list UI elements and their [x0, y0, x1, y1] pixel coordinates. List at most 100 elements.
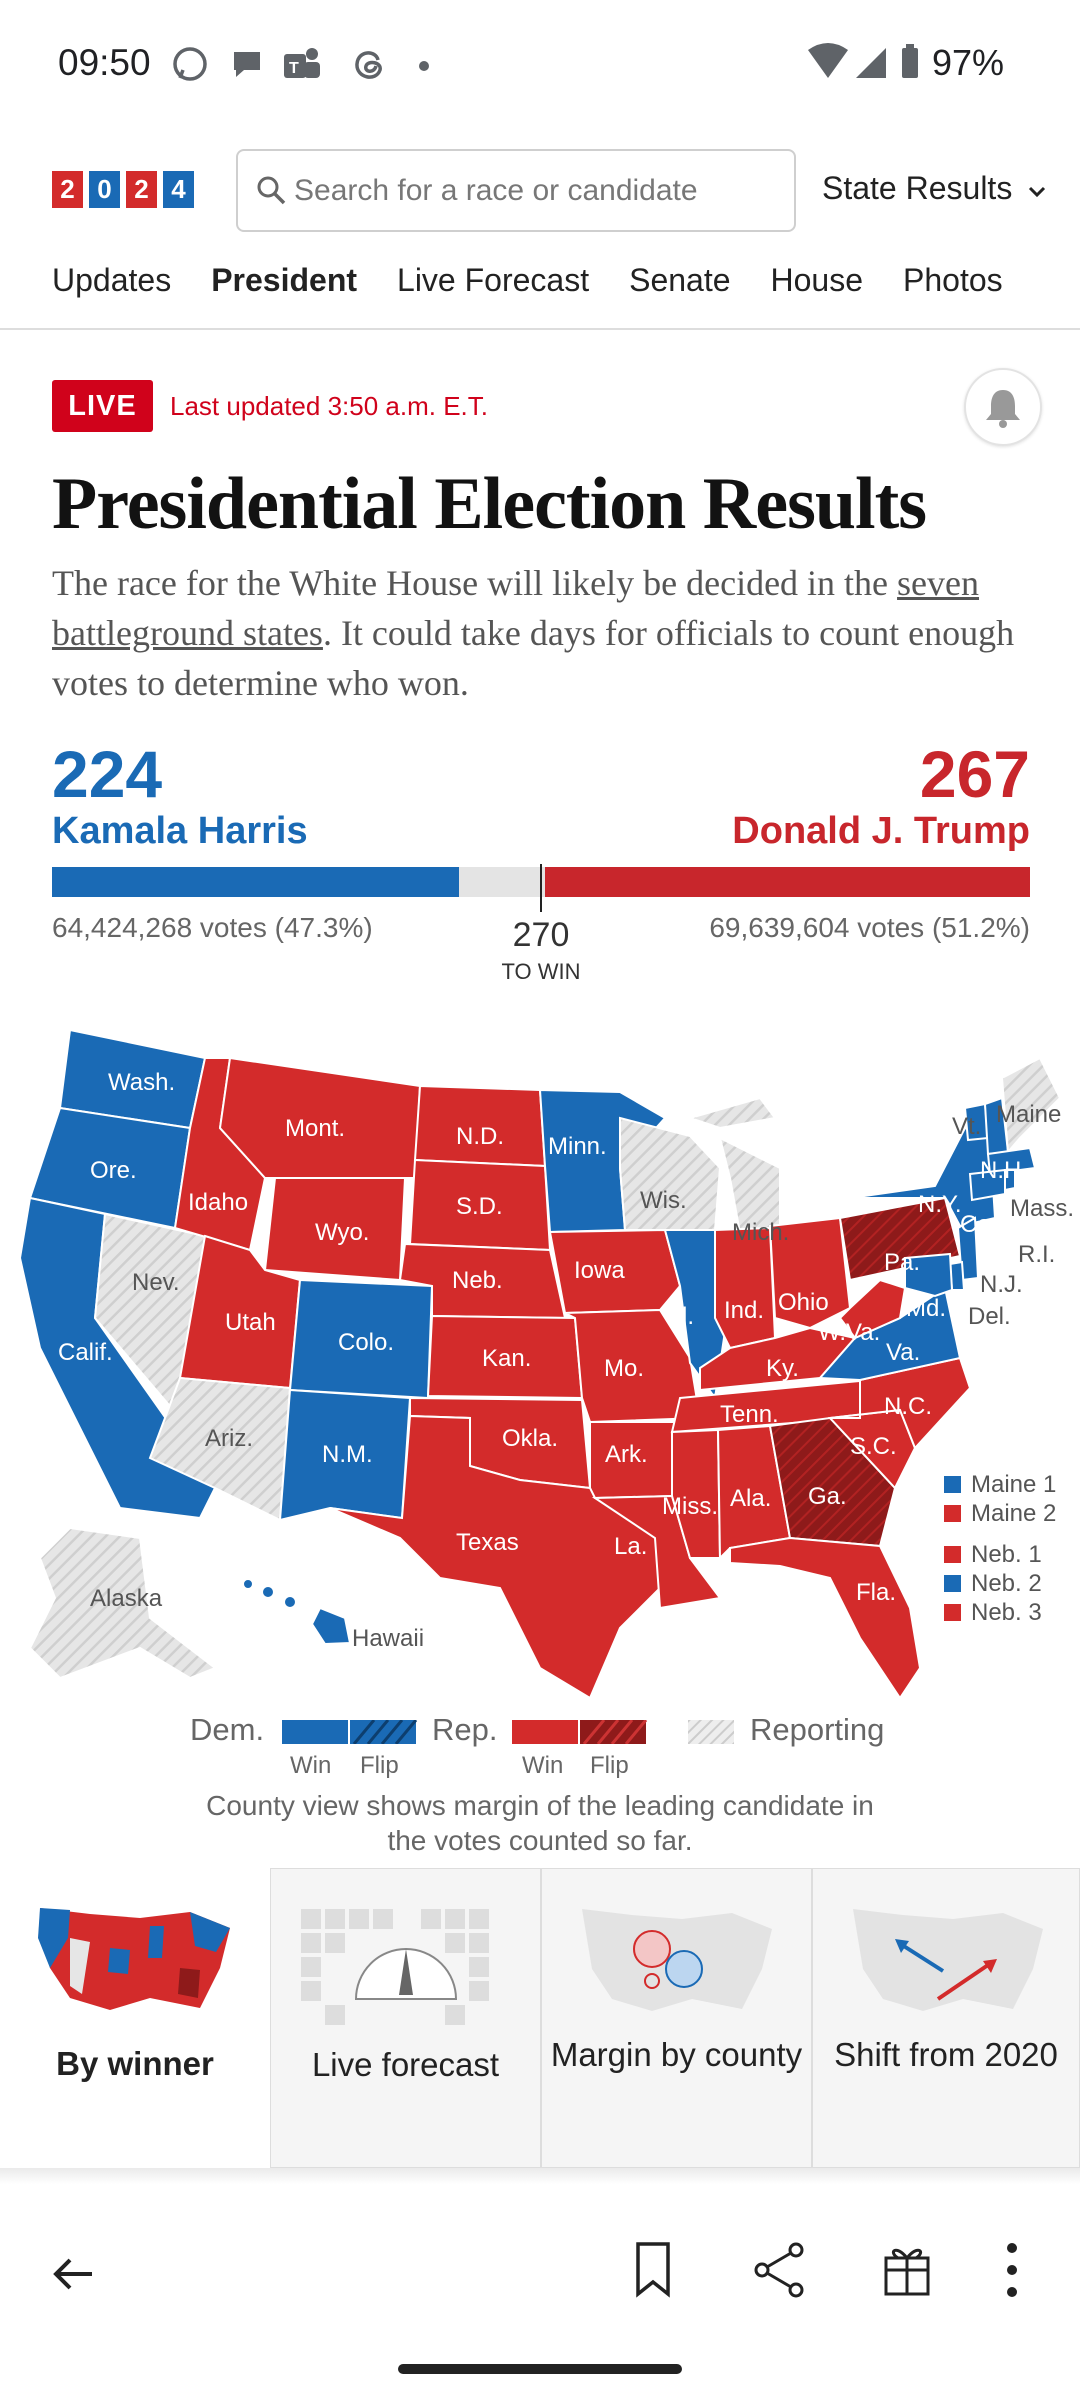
view-tab-label: Live forecast — [311, 2046, 500, 2083]
article-dek: The race for the White House will likely… — [52, 558, 1042, 708]
map-label: Ill. — [670, 1303, 694, 1330]
map-label: Del. — [968, 1303, 1011, 1330]
state-alaska — [28, 1526, 218, 1680]
trump-bar-fill — [544, 867, 1030, 897]
map-label: Ind. — [724, 1297, 764, 1324]
gesture-handle — [398, 2364, 682, 2374]
logo-digit: 4 — [163, 171, 194, 208]
status-time: 09:50 — [58, 42, 151, 83]
dem-swatches — [282, 1720, 418, 1744]
state-conn — [968, 1168, 1006, 1202]
battery-percent: 97% — [931, 42, 1004, 83]
map-label: Maine — [996, 1101, 1061, 1128]
view-tab-margin-by-county[interactable]: Margin by county — [541, 1868, 812, 2168]
rep-flip-label: Flip — [590, 1752, 629, 1779]
notify-button[interactable] — [964, 368, 1042, 446]
tab-house[interactable]: House — [770, 262, 864, 298]
map-label: Mass. — [1010, 1195, 1074, 1222]
logo-2024[interactable]: 2 0 2 4 — [52, 171, 194, 208]
map-label: Kan. — [482, 1345, 531, 1372]
teams-icon: T — [284, 48, 320, 78]
district-legend: Maine 1 Maine 2 Neb. 1 Neb. 2 Neb. 3 — [944, 1470, 1056, 1627]
district-neb-3: Neb. 3 — [944, 1598, 1056, 1627]
map-label: Iowa — [574, 1257, 625, 1284]
state-results-dropdown[interactable]: State Results — [822, 170, 1047, 207]
search-placeholder: Search for a race or candidate — [294, 173, 698, 207]
tab-photos[interactable]: Photos — [903, 262, 1003, 298]
view-tab-live-forecast[interactable]: Live forecast — [270, 1868, 541, 2168]
threads-icon — [355, 51, 382, 79]
map-label: Pa. — [884, 1249, 920, 1276]
district-label: Neb. 3 — [971, 1599, 1042, 1626]
tab-updates[interactable]: Updates — [52, 262, 172, 298]
state-mo — [564, 1308, 702, 1424]
map-label: Utah — [225, 1309, 276, 1336]
search-icon — [257, 176, 286, 205]
state-mass — [986, 1146, 1037, 1176]
more-icon[interactable] — [1004, 2240, 1020, 2300]
trump-name: Donald J. Trump — [732, 810, 1030, 852]
map-label: N.H. — [980, 1157, 1028, 1184]
map-label: W.Va. — [818, 1319, 880, 1346]
margin-bubbles-icon — [582, 1909, 772, 2011]
bottom-action-bar — [0, 2190, 1080, 2330]
district-maine-1: Maine 1 — [944, 1470, 1056, 1499]
bell-icon — [986, 390, 1020, 428]
battery-icon — [902, 44, 918, 78]
state-maine — [1000, 1056, 1062, 1155]
signal-icon — [856, 48, 886, 78]
harris-popular-votes: 64,424,268 votes (47.3%) — [52, 912, 373, 943]
us-results-map[interactable]: Wash. Ore. Calif. Nev. Idaho Mont. Wyo. … — [0, 1018, 1080, 1708]
tab-senate[interactable]: Senate — [629, 262, 731, 298]
tab-live-forecast[interactable]: Live Forecast — [397, 262, 590, 298]
reporting-swatch — [688, 1720, 734, 1744]
page-title: Presidential Election Results — [52, 463, 927, 545]
district-maine-2: Maine 2 — [944, 1499, 1056, 1528]
search-input[interactable]: Search for a race or candidate — [236, 149, 796, 232]
logo-digit: 2 — [126, 171, 157, 208]
whatsapp-icon — [173, 47, 207, 81]
view-tab-shift-from-2020[interactable]: Shift from 2020 — [812, 1868, 1080, 2168]
map-label: N.J. — [980, 1271, 1023, 1298]
map-label: Md. — [906, 1295, 946, 1322]
map-label: Minn. — [548, 1133, 607, 1160]
battleground-link[interactable]: seven battleground states — [52, 563, 980, 653]
state-wva — [838, 1278, 907, 1340]
gift-icon[interactable] — [882, 2238, 932, 2298]
map-label: Fla. — [856, 1579, 896, 1606]
back-arrow-icon[interactable] — [50, 2254, 96, 2294]
trump-popular-votes: 69,639,604 votes (51.2%) — [709, 912, 1030, 943]
logo-digit: 0 — [89, 171, 120, 208]
share-icon[interactable] — [752, 2240, 808, 2300]
dem-flip-label: Flip — [360, 1752, 399, 1779]
map-label: Calif. — [58, 1339, 113, 1366]
state-results-label: State Results — [822, 170, 1013, 206]
map-label: N.D. — [456, 1123, 504, 1150]
view-tab-label: By winner — [56, 2045, 214, 2082]
map-label: Idaho — [188, 1189, 248, 1216]
map-label: Wash. — [108, 1069, 175, 1096]
map-label: Texas — [456, 1529, 519, 1556]
tab-president[interactable]: President — [211, 262, 358, 298]
map-label: S.C. — [850, 1433, 897, 1460]
map-label: La. — [614, 1533, 647, 1560]
harris-electoral-votes: 224 — [52, 737, 163, 811]
state-ky — [699, 1326, 857, 1392]
map-label: S.D. — [456, 1193, 503, 1220]
view-tab-by-winner[interactable]: By winner — [0, 1868, 270, 2168]
last-updated: Last updated 3:50 a.m. E.T. — [170, 391, 488, 421]
view-tab-label: Margin by county — [550, 2036, 803, 2073]
dem-win-label: Win — [290, 1752, 332, 1779]
bookmark-icon[interactable] — [634, 2240, 674, 2300]
map-label: Colo. — [338, 1329, 394, 1356]
to-win-label: TO WIN — [501, 959, 581, 984]
chat-icon — [234, 52, 260, 77]
map-label: Miss. — [662, 1493, 718, 1520]
forecast-gauge-icon — [301, 1909, 489, 2025]
map-label: N.C. — [884, 1393, 932, 1420]
live-badge: LIVE — [52, 380, 153, 432]
map-label: Ala. — [730, 1485, 771, 1512]
map-legend: Dem. Win Flip Rep. Win Flip Reporting — [0, 1712, 1080, 1782]
state-miss — [671, 1428, 722, 1559]
